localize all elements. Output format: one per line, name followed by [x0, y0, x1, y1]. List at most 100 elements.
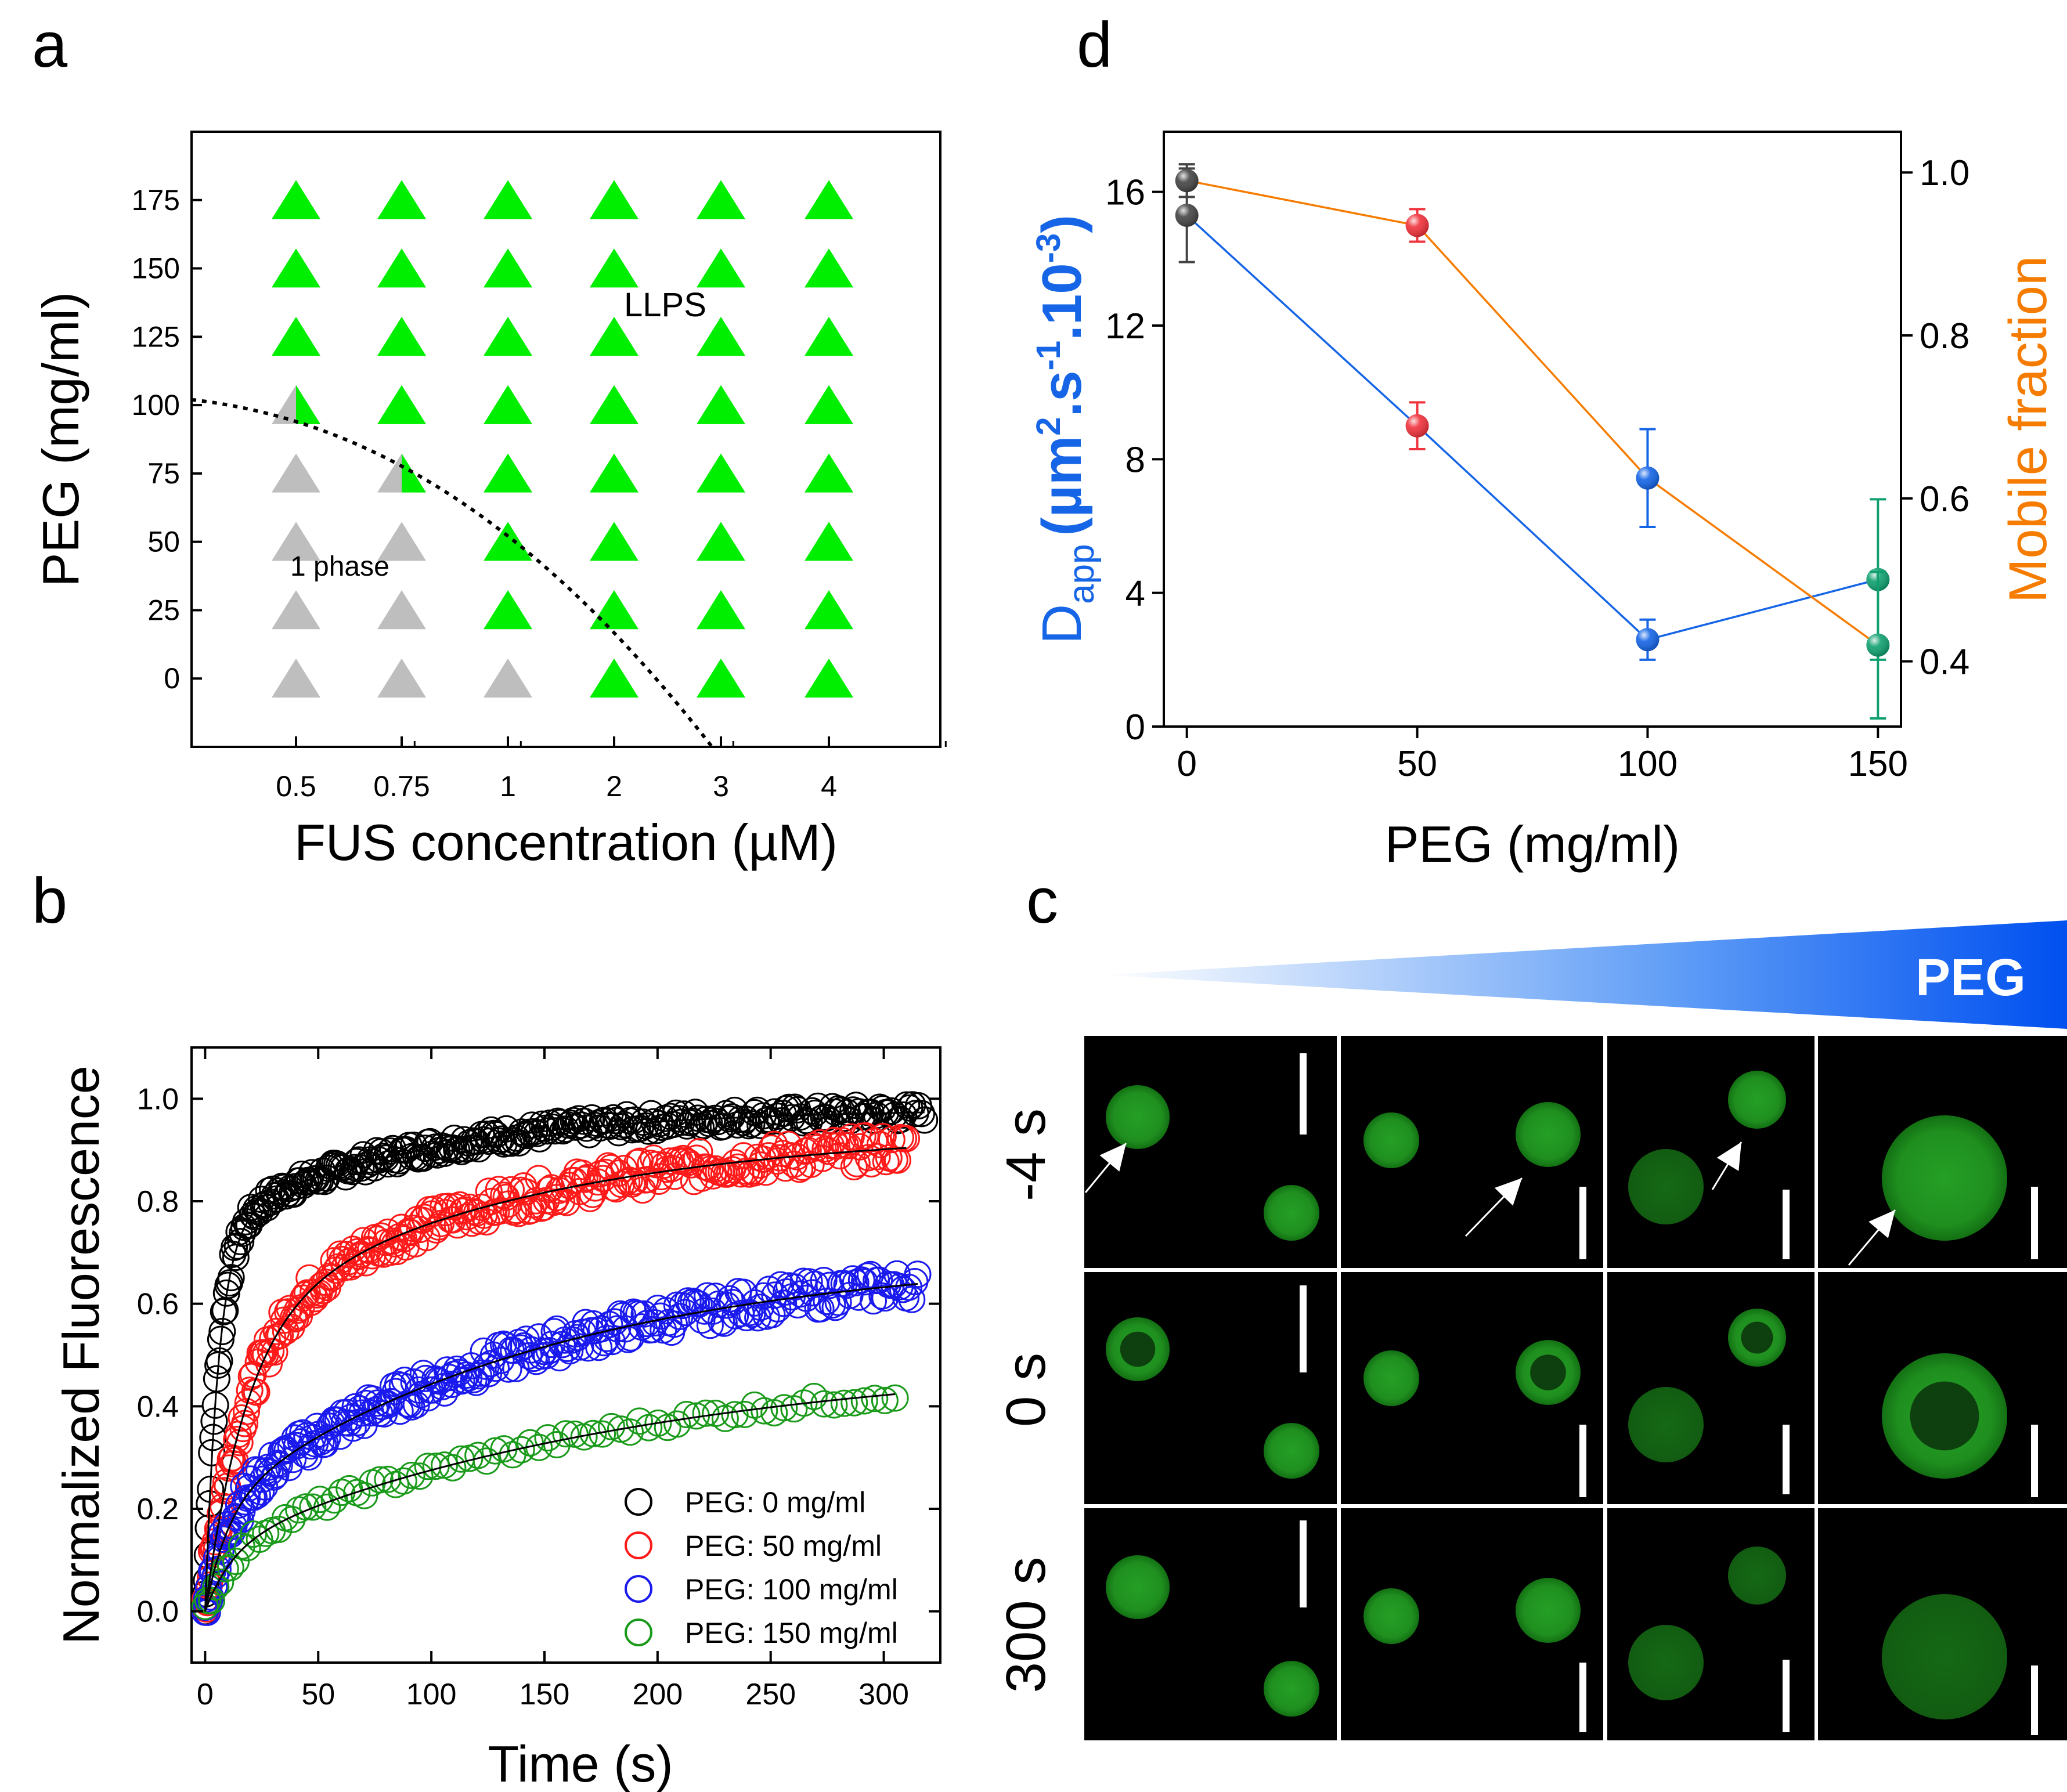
b-data-point: [552, 1420, 580, 1448]
b-data-point: [893, 1125, 920, 1152]
a-y-tick-label: 75: [147, 457, 180, 490]
b-fit-line-100: [204, 1282, 918, 1612]
dapp-units-open: (µm: [1031, 436, 1093, 536]
row-label-300s: 300 s: [995, 1557, 1057, 1693]
droplet-3b: [1264, 1661, 1319, 1717]
b-data-point: [435, 1136, 463, 1164]
a-marker-llps: [484, 248, 532, 288]
droplet-2e-bleach: [1741, 1321, 1773, 1354]
b-data-point: [847, 1266, 875, 1294]
d-point-shine: [1866, 633, 1890, 657]
b-data-point: [691, 1297, 719, 1325]
d-x-tick-label: 50: [1397, 744, 1437, 784]
b-data-point: [558, 1326, 586, 1354]
d-point-shine: [1175, 169, 1199, 193]
d-line-dapp: [1186, 214, 1878, 641]
b-data-point: [760, 1098, 788, 1126]
b-legend-marker: [625, 1618, 652, 1646]
b-data-point: [852, 1122, 879, 1150]
a-marker-llps: [590, 316, 639, 356]
b-data-point: [607, 1113, 635, 1140]
b-legend-label: PEG: 150 mg/ml: [685, 1617, 898, 1649]
phase-boundary-curve: [191, 398, 714, 748]
b-data-point: [751, 1397, 778, 1425]
b-data-point: [850, 1387, 878, 1415]
b-data-point: [252, 1519, 280, 1547]
dapp-units-mid2: .10: [1031, 263, 1093, 340]
d-point-shine: [1636, 466, 1660, 490]
a-marker-llps: [590, 385, 639, 424]
a-marker-llps: [590, 248, 639, 288]
b-data-point: [790, 1389, 818, 1417]
b-data-point: [260, 1463, 288, 1491]
a-y-tick-label: 150: [132, 252, 180, 285]
a-y-tick-label: 125: [132, 320, 180, 353]
b-data-point: [279, 1446, 307, 1473]
b-data-point: [871, 1284, 899, 1312]
a-x-tick-label: 4: [821, 770, 837, 803]
b-legend-label: PEG: 50 mg/ml: [685, 1530, 882, 1562]
panel-c-micrographs: PEG -4 s 0 s 300 s: [995, 920, 2067, 1740]
dapp-units-mid: .s: [1031, 370, 1093, 417]
b-data-point: [871, 1386, 899, 1414]
b-legend-label: PEG: 100 mg/ml: [685, 1573, 898, 1606]
d-x-tick-label: 0: [1177, 744, 1196, 784]
b-data-point: [616, 1418, 644, 1446]
b-data-point: [604, 1315, 632, 1343]
b-series-100: [191, 1260, 932, 1626]
a-marker-llps: [805, 522, 853, 561]
b-fit-line-50: [204, 1147, 907, 1612]
a-x-tick-label: 0.5: [276, 770, 316, 803]
b-data-point: [630, 1300, 658, 1328]
a-y-tick-label: 25: [147, 594, 180, 626]
b-data-point: [475, 1177, 503, 1205]
droplet-3g: [1882, 1594, 2007, 1719]
b-data-point: [840, 1389, 868, 1417]
a-marker-llps: [805, 590, 853, 630]
droplet-3a: [1106, 1555, 1170, 1619]
b-legend-marker: [625, 1575, 652, 1603]
b-y-tick-label: 0.2: [137, 1493, 179, 1526]
b-data-point: [256, 1458, 284, 1486]
panel-a-frame: [190, 131, 941, 748]
b-data-point: [674, 1148, 702, 1176]
a-marker-llps: [377, 248, 426, 288]
panel-d-right-axis-title: Mobile fraction: [1999, 256, 2058, 603]
b-data-point: [579, 1419, 607, 1447]
a-marker-llps: [697, 180, 745, 219]
one-phase-region-label: 1 phase: [290, 551, 389, 582]
b-data-point: [820, 1391, 848, 1419]
d-left-tick-label: 8: [1126, 440, 1145, 480]
b-data-point: [695, 1110, 723, 1137]
b-data-point: [672, 1147, 699, 1175]
a-marker-llps: [272, 316, 320, 356]
b-legend-marker: [625, 1531, 652, 1559]
b-x-tick-label: 150: [520, 1678, 570, 1711]
b-data-point: [810, 1390, 838, 1418]
b-data-point: [198, 1587, 225, 1614]
b-data-point: [333, 1399, 360, 1426]
b-data-point: [431, 1140, 459, 1167]
b-data-point: [837, 1123, 865, 1151]
b-x-tick-label: 50: [301, 1678, 335, 1711]
a-marker-one-phase: [272, 522, 320, 561]
b-data-point: [505, 1129, 533, 1157]
a-marker-llps: [590, 522, 639, 561]
peg-gradient-label: PEG: [1916, 949, 2026, 1007]
a-marker-llps: [484, 453, 532, 493]
b-data-point: [556, 1337, 584, 1365]
panel-label-a: a: [32, 9, 68, 81]
a-x-tick-label: 1: [500, 770, 516, 803]
a-marker-llps: [805, 316, 853, 356]
droplet-1b: [1264, 1185, 1319, 1241]
d-point-shine: [1405, 214, 1429, 237]
b-data-point: [210, 1298, 237, 1325]
d-point-shine: [1405, 414, 1429, 438]
b-legend-label: PEG: 0 mg/ml: [685, 1486, 865, 1519]
llps-region-label: LLPS: [624, 286, 706, 324]
b-data-point: [850, 1268, 878, 1296]
droplet-3d: [1516, 1578, 1581, 1643]
b-data-point: [735, 1112, 763, 1140]
b-data-point: [495, 1355, 522, 1383]
